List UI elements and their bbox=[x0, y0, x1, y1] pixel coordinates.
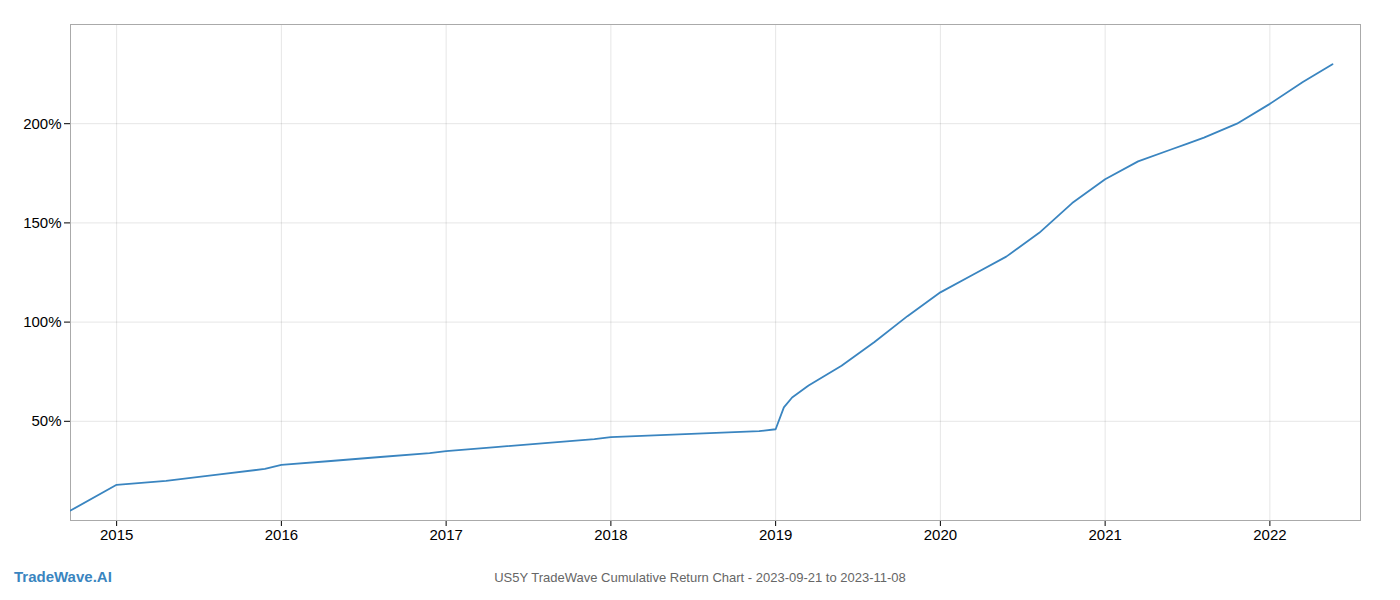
svg-text:2019: 2019 bbox=[759, 526, 792, 543]
svg-text:150%: 150% bbox=[23, 214, 61, 231]
svg-text:200%: 200% bbox=[23, 115, 61, 132]
svg-text:2021: 2021 bbox=[1088, 526, 1121, 543]
svg-text:100%: 100% bbox=[23, 313, 61, 330]
svg-text:2015: 2015 bbox=[100, 526, 133, 543]
svg-text:50%: 50% bbox=[31, 412, 61, 429]
svg-text:2022: 2022 bbox=[1253, 526, 1286, 543]
svg-text:2016: 2016 bbox=[265, 526, 298, 543]
svg-text:2020: 2020 bbox=[924, 526, 957, 543]
svg-text:2018: 2018 bbox=[594, 526, 627, 543]
html-text:US5Y TradeWave Cumulative Retu: US5Y TradeWave Cumulative Return Chart -… bbox=[494, 570, 906, 585]
svg-text:2017: 2017 bbox=[429, 526, 462, 543]
html-text:TradeWave.AI: TradeWave.AI bbox=[14, 568, 112, 585]
